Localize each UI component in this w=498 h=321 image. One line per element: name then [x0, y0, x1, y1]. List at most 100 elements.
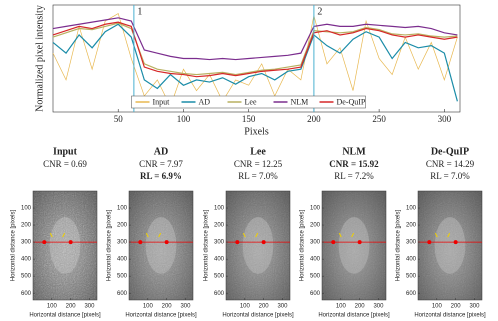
edge-point [164, 240, 169, 245]
edge-point [261, 240, 266, 245]
x-axis-label: Horizontal distance [pixels] [29, 313, 101, 319]
x-tick-label: 200 [259, 304, 270, 310]
y-tick-label: 400 [310, 257, 321, 263]
image-panel: Lee CNR = 12.25 RL = 7.0% 100 200 300 400 500 60… [204, 146, 294, 318]
panel-metric: CNR = 7.97 [139, 159, 183, 169]
panel-title: Input [53, 146, 78, 157]
legend-label: De-QuIP [337, 97, 366, 106]
y-tick-label: 200 [214, 223, 225, 229]
marker-label: 1 [137, 6, 142, 17]
y-tick-label: 600 [310, 291, 321, 297]
y-axis-label: Normalized pixel intensity [34, 5, 45, 112]
edge-point [453, 240, 458, 245]
x-tick-label: 100 [47, 304, 58, 310]
speckle [322, 191, 386, 300]
panel-metric: RL = 7.0% [430, 171, 470, 181]
x-tick-label: 200 [355, 304, 366, 310]
edge-hint [49, 232, 53, 238]
y-tick-label: 600 [117, 291, 128, 297]
edge-hint [338, 232, 342, 238]
y-tick-label: 100 [21, 206, 32, 212]
series-line [52, 22, 458, 76]
y-axis-label: Horizontal distance [pixels] [11, 209, 17, 281]
series-line [52, 21, 458, 78]
image-panel: Input CNR = 0.69 100 200 300 400 500 600 100 200 3… [11, 146, 101, 318]
y-tick-label: 600 [214, 291, 225, 297]
image-panel: De-QuIP CNR = 14.29 RL = 7.0% 100 200 300 400 5… [396, 146, 486, 318]
y-tick-label: 500 [406, 274, 417, 280]
panel-metric: CNR = 15.92 [329, 159, 379, 169]
speckle [226, 191, 290, 300]
edge-hint [255, 232, 259, 238]
x-tick-label: 300 [180, 304, 191, 310]
image-frame [32, 190, 98, 301]
y-tick-label: 500 [117, 274, 128, 280]
y-tick-label: 200 [21, 223, 32, 229]
speckle [33, 191, 97, 300]
edge-point [42, 240, 47, 245]
edge-point [138, 240, 143, 245]
y-tick-label: 400 [406, 257, 417, 263]
panel-metric: CNR = 12.25 [234, 159, 283, 169]
edge-point [68, 240, 73, 245]
y-tick-label: 500 [310, 274, 321, 280]
legend-label: Lee [245, 97, 257, 106]
series-line [52, 17, 458, 61]
x-tick-label: 100 [240, 304, 251, 310]
x-tick-label: 100 [432, 304, 443, 310]
image-frame [128, 190, 194, 301]
edge-hint [351, 232, 355, 238]
y-tick-label: 300 [21, 240, 32, 246]
y-tick-label: 100 [406, 206, 417, 212]
series-line [52, 23, 458, 102]
image-panel: AD CNR = 7.97 RL = 6.9% 100 200 300 400 500 600 1… [107, 146, 197, 318]
image-frame [417, 190, 483, 301]
x-tick-label: 100 [177, 114, 191, 124]
image-frame [225, 190, 291, 301]
x-axis-label: Horizontal distance [pixels] [222, 313, 294, 319]
x-tick-label: 200 [451, 304, 462, 310]
speckle [418, 191, 482, 300]
panel-title: AD [154, 146, 168, 157]
panel-metric: RL = 6.9% [140, 171, 182, 181]
y-tick-label: 500 [214, 274, 225, 280]
y-tick-label: 300 [310, 240, 321, 246]
x-tick-label: 100 [143, 304, 154, 310]
y-tick-label: 400 [21, 257, 32, 263]
y-tick-label: 200 [406, 223, 417, 229]
x-tick-label: 250 [372, 114, 386, 124]
x-tick-label: 200 [307, 114, 321, 124]
x-axis-label: Horizontal distance [pixels] [318, 313, 390, 319]
panel-metric: CNR = 0.69 [43, 159, 87, 169]
legend-box [131, 95, 366, 109]
x-axis-label: Pixels [244, 126, 269, 137]
panel-metric: CNR = 14.29 [426, 159, 475, 169]
x-tick-label: 300 [469, 304, 480, 310]
y-tick-label: 400 [117, 257, 128, 263]
legend-label: NLM [291, 97, 309, 106]
y-axis-label: Horizontal distance [pixels] [204, 209, 210, 281]
x-tick-label: 200 [162, 304, 173, 310]
edge-hint [242, 232, 246, 238]
x-tick-label: 300 [84, 304, 95, 310]
panel-title: De-QuIP [431, 146, 469, 157]
y-tick-label: 100 [310, 206, 321, 212]
panel-title: NLM [342, 146, 366, 157]
x-tick-label: 100 [336, 304, 347, 310]
edge-point [427, 240, 432, 245]
y-tick-label: 600 [21, 291, 32, 297]
legend-label: Input [153, 97, 171, 106]
edge-point [357, 240, 362, 245]
x-axis-label: Horizontal distance [pixels] [125, 313, 197, 319]
y-axis-label: Horizontal distance [pixels] [300, 209, 306, 281]
y-tick-label: 100 [117, 206, 128, 212]
panel-metric: RL = 7.2% [334, 171, 374, 181]
panel-title: Lee [250, 146, 266, 157]
x-tick-label: 300 [438, 114, 452, 124]
y-tick-label: 300 [406, 240, 417, 246]
edge-hint [434, 232, 438, 238]
x-tick-label: 50 [114, 114, 124, 124]
edge-hint [145, 232, 149, 238]
y-tick-label: 500 [21, 274, 32, 280]
